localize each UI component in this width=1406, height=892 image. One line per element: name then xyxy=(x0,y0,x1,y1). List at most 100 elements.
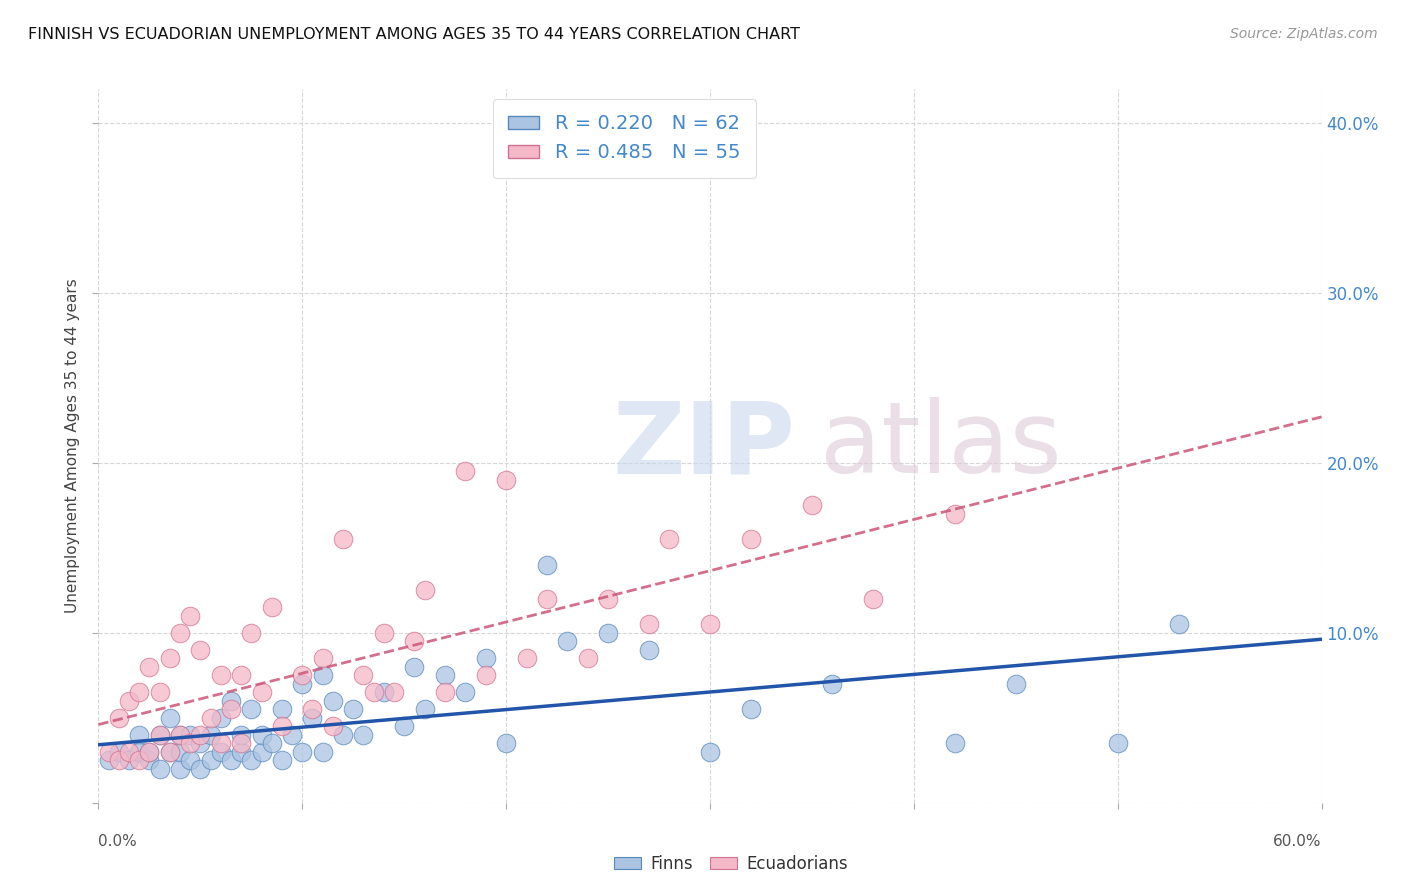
Point xyxy=(474,651,498,665)
Legend: R = 0.220   N = 62, R = 0.485   N = 55: R = 0.220 N = 62, R = 0.485 N = 55 xyxy=(492,99,756,178)
Point xyxy=(179,736,201,750)
Point xyxy=(209,711,232,725)
Point xyxy=(188,728,212,742)
Point xyxy=(312,745,335,759)
Point xyxy=(118,694,141,708)
Point xyxy=(373,626,395,640)
Point xyxy=(250,745,273,759)
Point xyxy=(179,753,201,767)
Point xyxy=(149,728,172,742)
Point xyxy=(699,745,721,759)
Point xyxy=(413,702,436,716)
Point xyxy=(169,728,191,742)
Point xyxy=(159,651,181,665)
Point xyxy=(240,753,263,767)
Point xyxy=(231,728,253,742)
Point xyxy=(638,617,661,632)
Point xyxy=(231,745,253,759)
Point xyxy=(108,711,131,725)
Point xyxy=(209,736,232,750)
Point xyxy=(1107,736,1129,750)
Point xyxy=(516,651,538,665)
Point xyxy=(557,634,579,648)
Point xyxy=(108,753,131,767)
Point xyxy=(169,745,191,759)
Point xyxy=(260,600,283,615)
Point xyxy=(219,753,242,767)
Legend: Finns, Ecuadorians: Finns, Ecuadorians xyxy=(607,848,855,880)
Point xyxy=(699,617,721,632)
Point xyxy=(943,507,966,521)
Point xyxy=(138,753,160,767)
Point xyxy=(270,719,294,733)
Point xyxy=(250,685,273,699)
Point xyxy=(413,583,436,598)
Point xyxy=(219,694,242,708)
Point xyxy=(454,685,477,699)
Point xyxy=(188,643,212,657)
Point xyxy=(373,685,395,699)
Point xyxy=(281,728,304,742)
Point xyxy=(188,762,212,776)
Point xyxy=(97,753,120,767)
Point xyxy=(149,762,172,776)
Point xyxy=(301,702,323,716)
Point xyxy=(536,558,558,572)
Text: Source: ZipAtlas.com: Source: ZipAtlas.com xyxy=(1230,27,1378,41)
Point xyxy=(179,728,201,742)
Point xyxy=(382,685,405,699)
Point xyxy=(231,736,253,750)
Point xyxy=(260,736,283,750)
Point xyxy=(576,651,599,665)
Point xyxy=(97,745,120,759)
Point xyxy=(270,753,294,767)
Point xyxy=(291,668,314,682)
Point xyxy=(209,745,232,759)
Point xyxy=(169,762,191,776)
Point xyxy=(536,591,558,606)
Text: atlas: atlas xyxy=(820,398,1062,494)
Point xyxy=(658,533,681,547)
Point xyxy=(169,728,191,742)
Point xyxy=(322,719,344,733)
Point xyxy=(821,677,844,691)
Point xyxy=(270,702,294,716)
Point xyxy=(219,702,242,716)
Point xyxy=(240,626,263,640)
Point xyxy=(128,745,150,759)
Point xyxy=(801,499,824,513)
Text: 0.0%: 0.0% xyxy=(98,834,138,849)
Point xyxy=(454,465,477,479)
Point xyxy=(138,745,160,759)
Point xyxy=(250,728,273,742)
Point xyxy=(404,660,426,674)
Point xyxy=(332,728,354,742)
Point xyxy=(1167,617,1189,632)
Point xyxy=(598,591,620,606)
Point xyxy=(598,626,620,640)
Point xyxy=(352,668,374,682)
Point xyxy=(342,702,364,716)
Point xyxy=(118,745,141,759)
Point xyxy=(312,668,335,682)
Point xyxy=(404,634,426,648)
Point xyxy=(301,711,323,725)
Point xyxy=(495,473,517,487)
Point xyxy=(169,626,191,640)
Point xyxy=(108,745,131,759)
Point xyxy=(240,702,263,716)
Point xyxy=(332,533,354,547)
Point xyxy=(312,651,335,665)
Point xyxy=(209,668,232,682)
Text: FINNISH VS ECUADORIAN UNEMPLOYMENT AMONG AGES 35 TO 44 YEARS CORRELATION CHART: FINNISH VS ECUADORIAN UNEMPLOYMENT AMONG… xyxy=(28,27,800,42)
Point xyxy=(159,745,181,759)
Point xyxy=(363,685,385,699)
Point xyxy=(138,745,160,759)
Point xyxy=(943,736,966,750)
Point xyxy=(862,591,884,606)
Point xyxy=(200,711,222,725)
Point xyxy=(159,745,181,759)
Point xyxy=(392,719,416,733)
Y-axis label: Unemployment Among Ages 35 to 44 years: Unemployment Among Ages 35 to 44 years xyxy=(65,278,80,614)
Point xyxy=(638,643,661,657)
